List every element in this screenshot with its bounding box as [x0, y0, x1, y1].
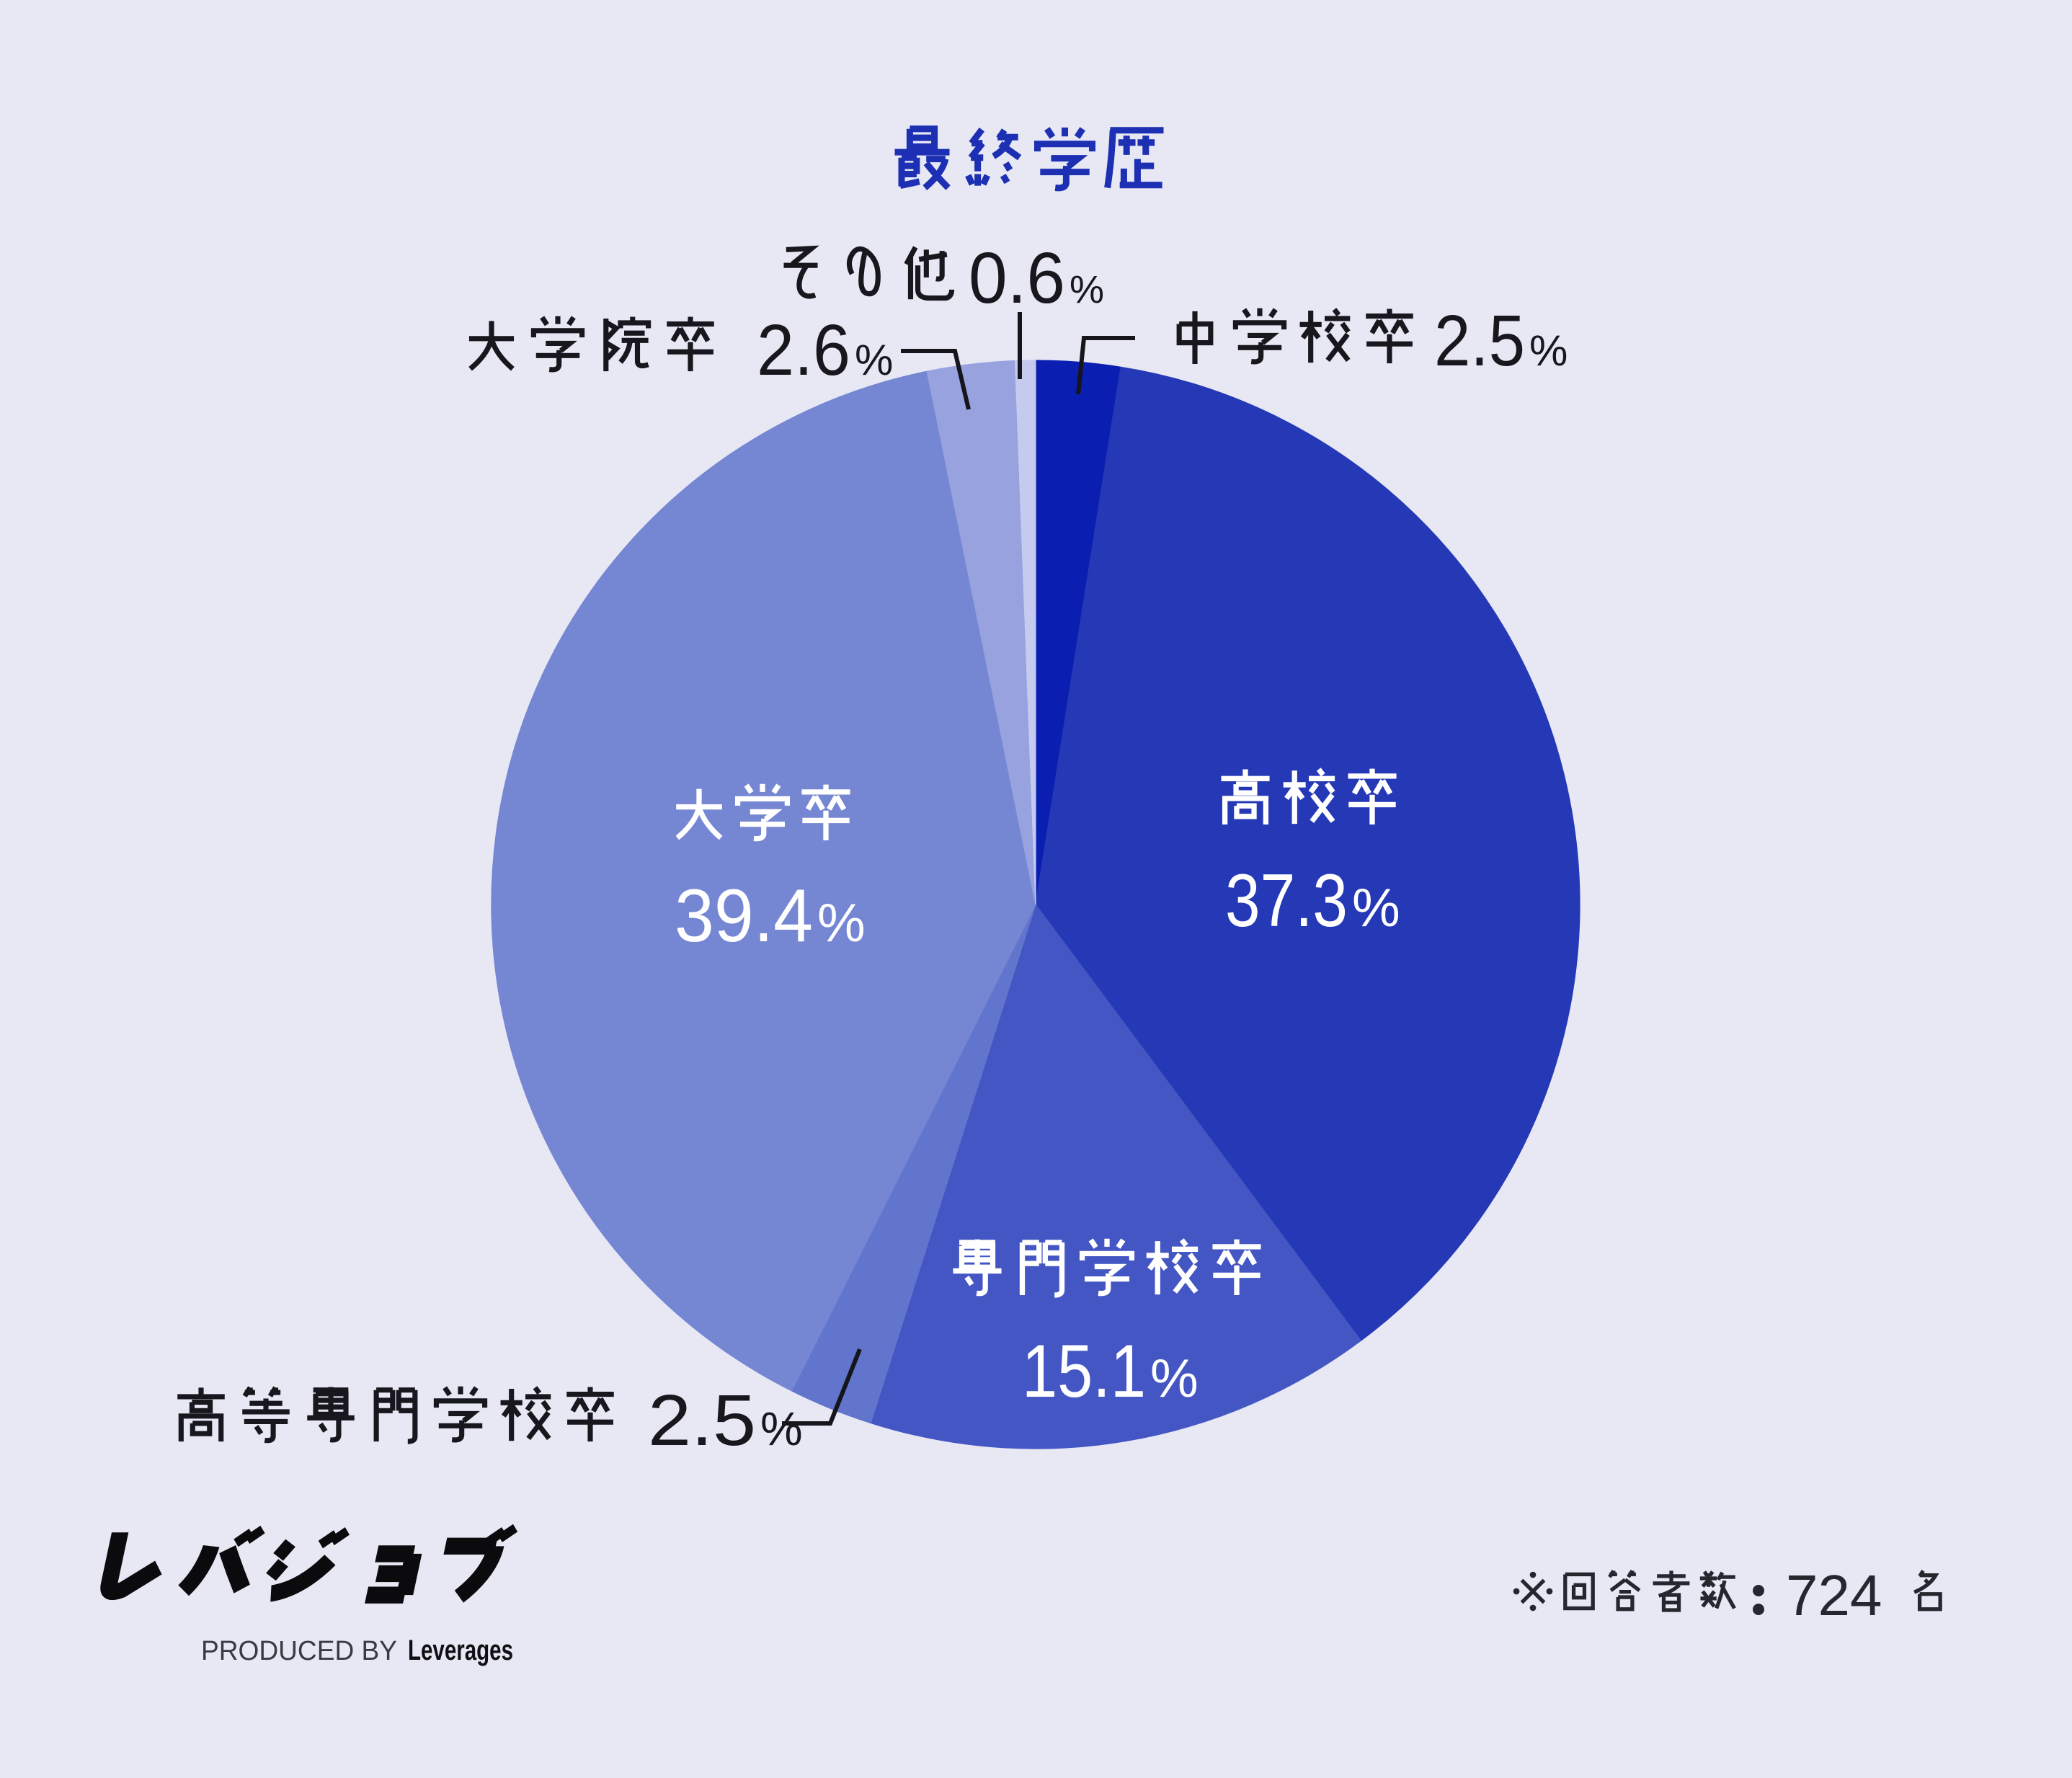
svg-text:0.6%: 0.6%	[969, 238, 1104, 319]
svg-text:39.4%: 39.4%	[675, 874, 866, 958]
svg-text:37.3%: 37.3%	[1225, 859, 1400, 943]
svg-text:2.5%: 2.5%	[648, 1380, 803, 1461]
svg-text:724: 724	[1786, 1563, 1882, 1627]
svg-text:15.1%: 15.1%	[1022, 1330, 1199, 1413]
svg-text:2.6%: 2.6%	[757, 310, 893, 391]
svg-text:2.5%: 2.5%	[1434, 301, 1568, 381]
